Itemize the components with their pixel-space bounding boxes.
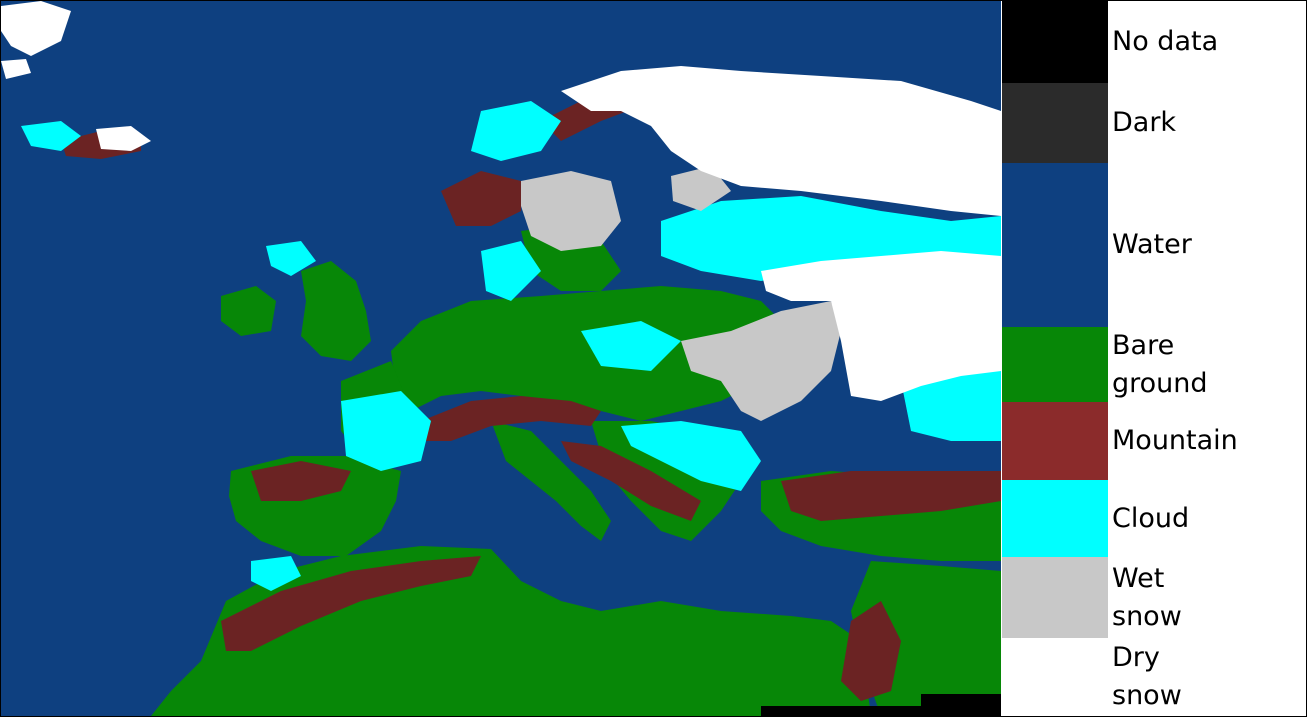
weather-cloud <box>21 101 1001 591</box>
snow-wet <box>521 166 841 421</box>
legend-swatch <box>1002 1 1108 83</box>
legend-item: Wet snow <box>1002 557 1306 638</box>
map-legend: No data Dark Water Bare ground Mountain Cloud… <box>1002 1 1306 716</box>
legend-swatch <box>1002 557 1108 638</box>
legend-swatch <box>1002 83 1108 163</box>
legend-label: Dark <box>1112 107 1177 138</box>
map-canvas <box>1 1 1001 716</box>
legend-item: Mountain <box>1002 402 1306 480</box>
legend-item: Bare ground <box>1002 327 1306 402</box>
legend-label: Wet snow <box>1112 562 1182 632</box>
legend-label: Mountain <box>1112 425 1238 456</box>
legend-item: Water <box>1002 163 1306 327</box>
no-data-strip <box>761 706 1001 716</box>
legend-item: No data <box>1002 1 1306 83</box>
legend-swatch <box>1002 327 1108 402</box>
legend-label: Cloud <box>1112 502 1190 534</box>
legend-swatch <box>1002 163 1108 327</box>
legend-swatch <box>1002 402 1108 480</box>
legend-swatch <box>1002 480 1108 557</box>
legend-swatch <box>1002 638 1108 716</box>
snow-classification-map <box>1 1 1001 716</box>
legend-label: Water <box>1112 229 1192 260</box>
legend-item: Dry snow <box>1002 638 1306 716</box>
legend-item: Dark <box>1002 83 1306 163</box>
snow-dry <box>1 1 1001 401</box>
legend-item: Cloud <box>1002 480 1306 557</box>
legend-label: No data <box>1112 26 1219 57</box>
no-data-corner <box>921 694 1001 706</box>
legend-label: Bare ground <box>1112 329 1208 399</box>
legend-label: Dry snow <box>1112 642 1182 711</box>
